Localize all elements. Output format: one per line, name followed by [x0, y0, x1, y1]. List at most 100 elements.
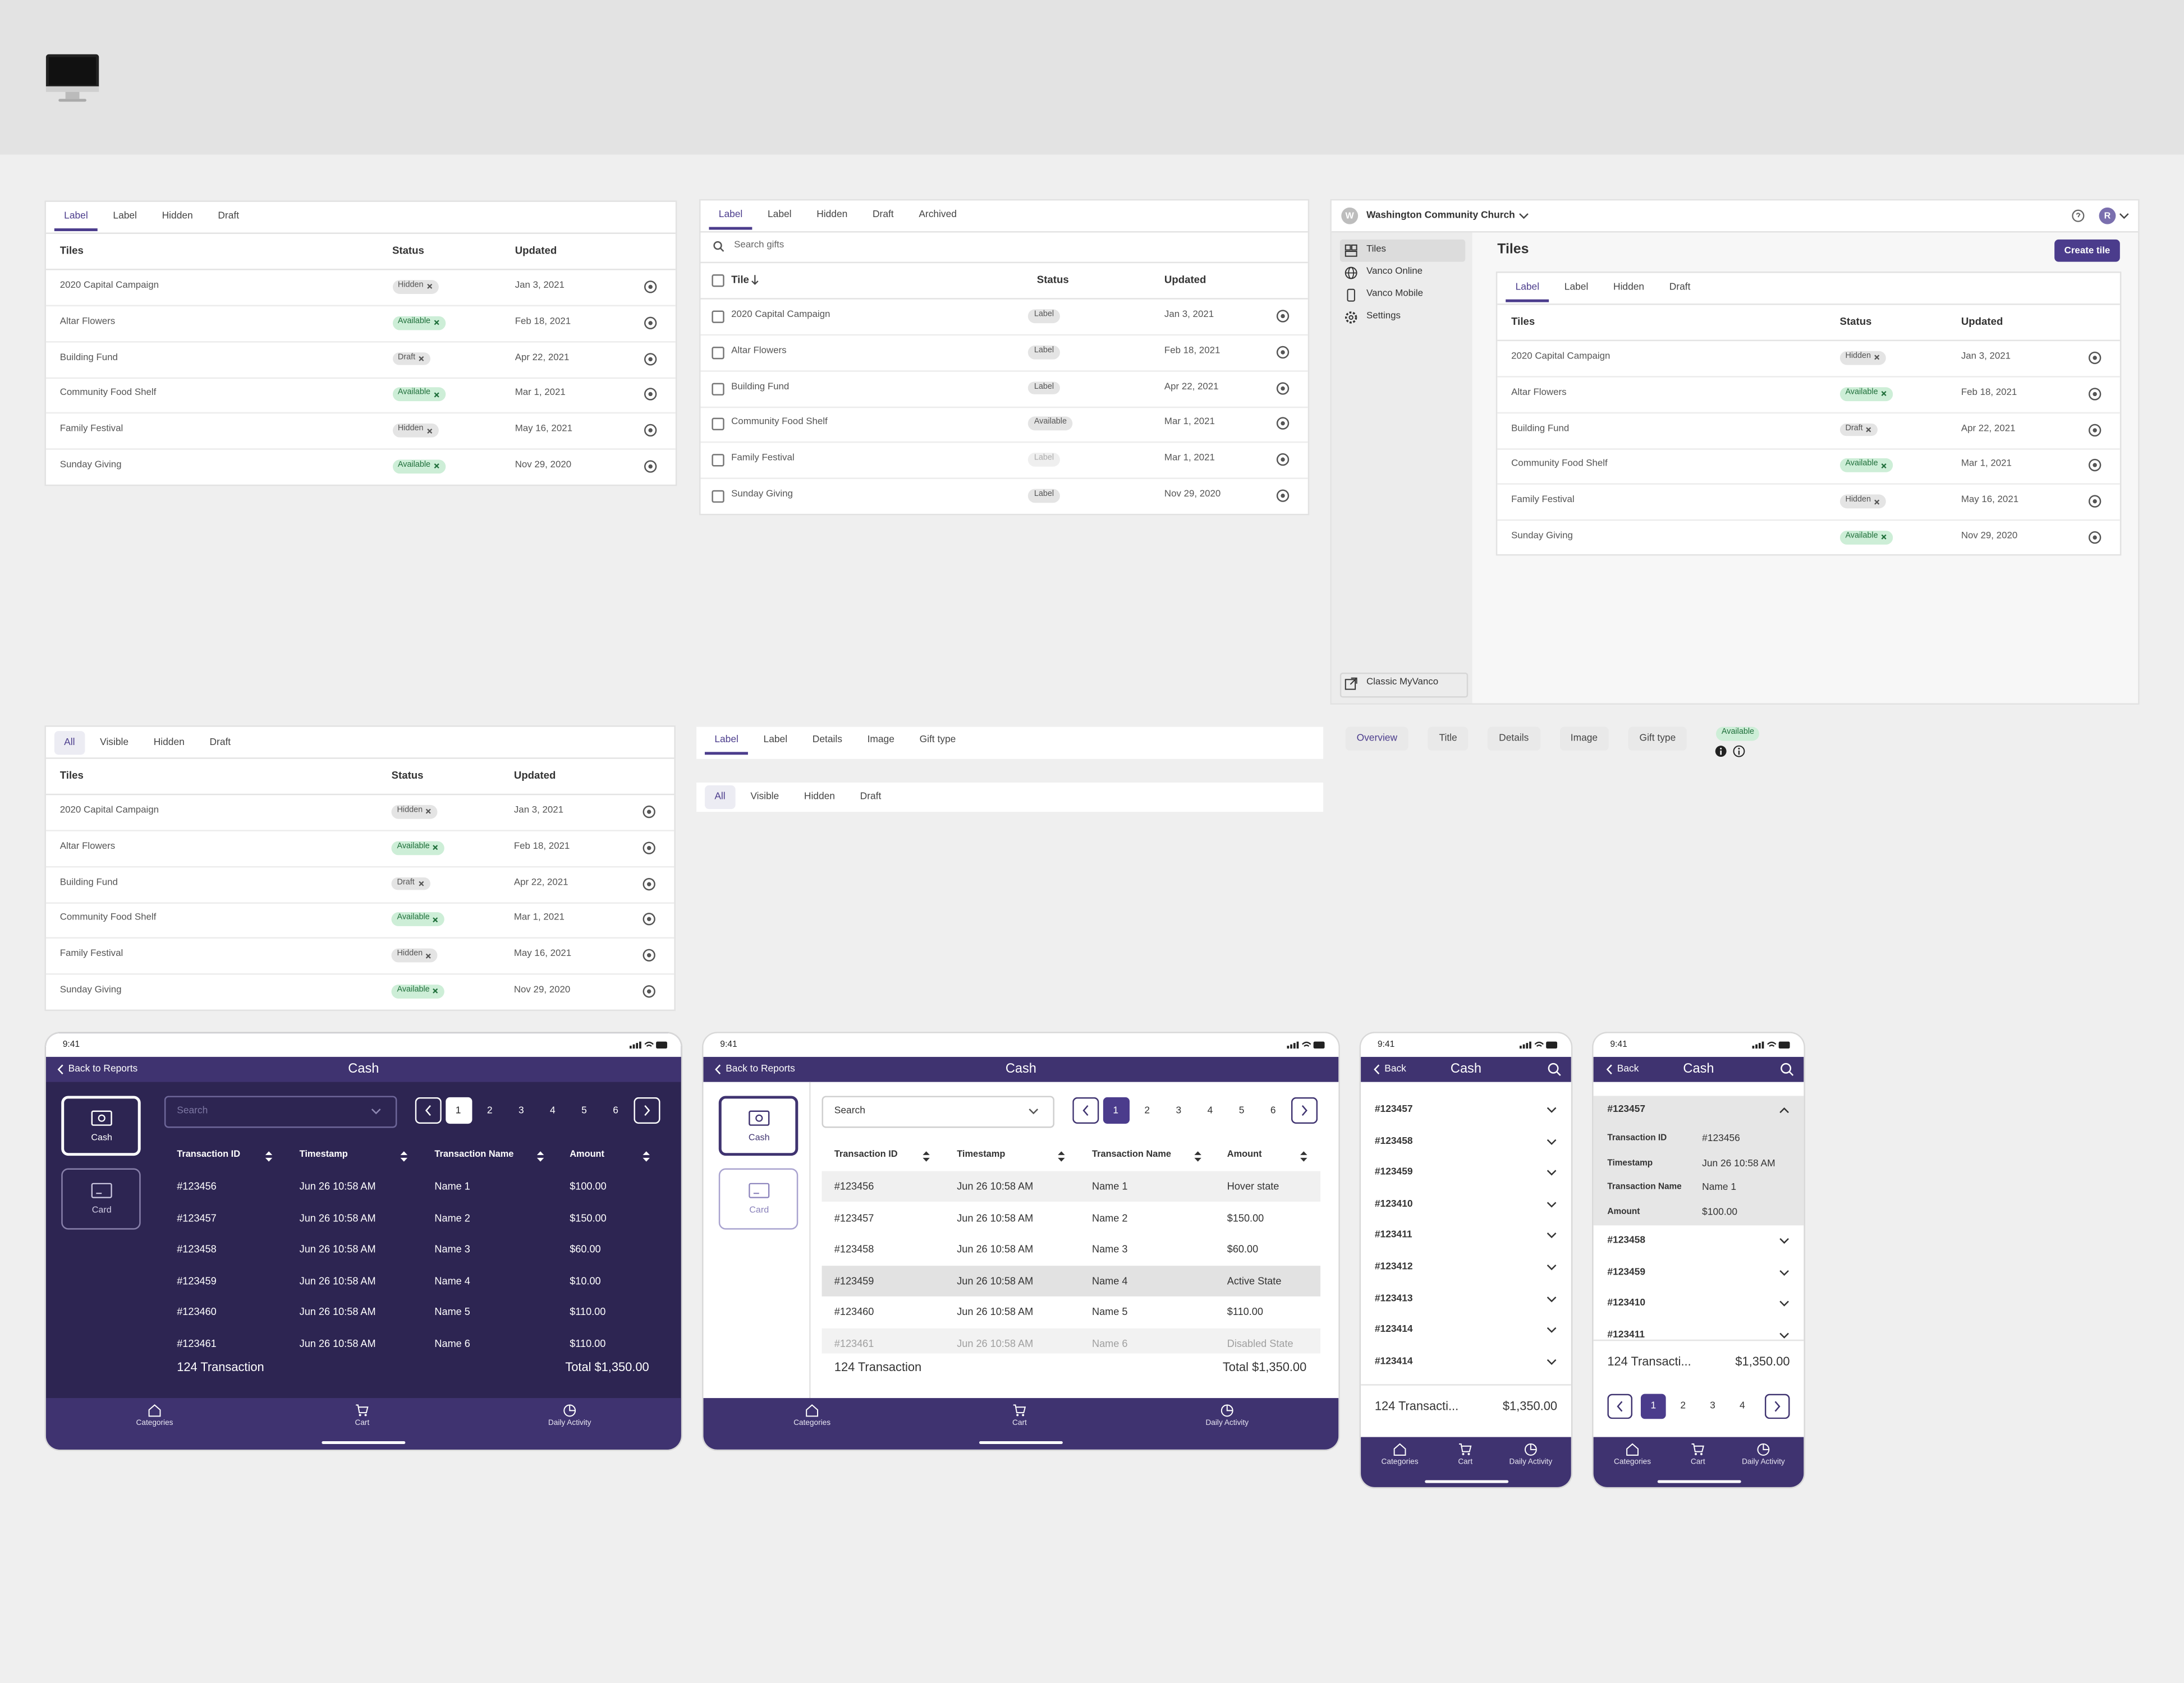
nav-icon[interactable] [1393, 1442, 1407, 1456]
page-number[interactable]: 4 [1740, 1401, 1745, 1411]
tab[interactable]: Label [1564, 282, 1589, 293]
nav-icon[interactable] [563, 1404, 577, 1418]
row-action-icon[interactable] [642, 841, 656, 855]
page-number[interactable]: 4 [1207, 1106, 1213, 1116]
nav-label[interactable]: Daily Activity [1205, 1419, 1249, 1428]
page-number[interactable]: 5 [581, 1106, 587, 1116]
row-action-icon[interactable] [642, 985, 656, 999]
nav-icon[interactable] [1013, 1404, 1027, 1418]
tab[interactable]: Image [1559, 726, 1609, 751]
row-action-icon[interactable] [644, 388, 658, 402]
tab[interactable]: Gift type [919, 735, 956, 745]
checkbox[interactable] [712, 490, 724, 503]
footer-link[interactable]: Classic MyVanco [1366, 677, 1439, 688]
nav-icon[interactable] [805, 1404, 819, 1418]
back-icon[interactable] [1373, 1064, 1380, 1075]
nav-icon[interactable] [1458, 1442, 1472, 1456]
badge-remove[interactable] [433, 844, 439, 851]
row-action-icon[interactable] [2088, 423, 2102, 437]
page-number[interactable]: 3 [1176, 1106, 1182, 1116]
page-number[interactable]: 2 [1144, 1106, 1150, 1116]
tab[interactable]: Draft [209, 738, 231, 748]
badge-remove[interactable] [1881, 534, 1888, 541]
tab[interactable]: Draft [218, 211, 240, 222]
tender-button[interactable] [718, 1096, 799, 1156]
tab[interactable]: Draft [860, 792, 882, 802]
checkbox[interactable] [712, 346, 724, 359]
row-action-icon[interactable] [644, 352, 658, 366]
row-action-icon[interactable] [1276, 417, 1290, 431]
badge-remove[interactable] [433, 319, 440, 326]
list-item[interactable]: #123410 [1607, 1299, 1646, 1309]
badge-remove[interactable] [418, 355, 425, 362]
row-action-icon[interactable] [1276, 381, 1290, 395]
nav-icon[interactable] [1626, 1442, 1640, 1456]
tab[interactable]: Hidden [153, 738, 185, 748]
tab[interactable]: All [704, 785, 736, 810]
nav-label[interactable]: Cart [1012, 1419, 1027, 1428]
page-nav-button[interactable] [634, 1097, 660, 1124]
badge-remove[interactable] [426, 283, 433, 290]
tab[interactable]: Draft [1669, 282, 1691, 293]
nav-item[interactable]: Settings [1366, 311, 1401, 321]
row-action-icon[interactable] [642, 877, 656, 891]
badge-remove[interactable] [417, 880, 424, 887]
badge-remove[interactable] [1881, 390, 1888, 397]
badge-remove[interactable] [425, 808, 432, 815]
list-item[interactable]: #123413 [1374, 1294, 1413, 1304]
tab[interactable]: Archived [919, 210, 957, 220]
nav-label[interactable]: Cart [1690, 1458, 1705, 1467]
back-icon[interactable] [57, 1064, 64, 1075]
org-switcher[interactable]: Washington Community Church [1366, 211, 1515, 221]
nav-label[interactable]: Categories [793, 1419, 831, 1428]
row-action-icon[interactable] [2088, 387, 2102, 401]
row-action-icon[interactable] [1276, 453, 1290, 467]
page-nav-button[interactable] [1072, 1097, 1099, 1124]
page-nav-button[interactable] [1764, 1394, 1790, 1419]
nav-label[interactable]: Categories [136, 1419, 173, 1428]
badge-remove[interactable] [433, 391, 440, 398]
page-nav-button[interactable] [415, 1097, 442, 1124]
page-number[interactable]: 3 [1710, 1401, 1715, 1411]
page-nav-button[interactable] [1607, 1394, 1633, 1419]
back-link[interactable]: Back to Reports [68, 1064, 138, 1074]
tab[interactable]: Label [763, 735, 788, 745]
tab[interactable]: Hidden [162, 211, 193, 222]
badge-remove[interactable] [1874, 355, 1880, 361]
search-select[interactable] [822, 1096, 1054, 1128]
badge-remove[interactable] [433, 463, 440, 470]
page-number[interactable]: 6 [1270, 1106, 1276, 1116]
row-action-icon[interactable] [2088, 351, 2102, 365]
page-number[interactable]: 3 [518, 1106, 524, 1116]
primary-button[interactable]: Create tile [2054, 239, 2120, 262]
row-action-icon[interactable] [2088, 495, 2102, 509]
sort-icon[interactable] [400, 1150, 408, 1162]
page-number[interactable]: 4 [550, 1106, 556, 1116]
tab[interactable]: Visible [750, 792, 779, 802]
page-number[interactable]: 1 [455, 1106, 461, 1116]
row-action-icon[interactable] [644, 280, 658, 294]
checkbox[interactable] [712, 310, 724, 323]
back-icon[interactable] [714, 1064, 721, 1075]
tab[interactable]: Label [1506, 275, 1549, 302]
back-link[interactable]: Back to Reports [726, 1064, 795, 1074]
list-item[interactable]: #123414 [1374, 1325, 1413, 1335]
row-action-icon[interactable] [644, 424, 658, 438]
back-link[interactable]: Back [1384, 1064, 1406, 1074]
tab[interactable]: Details [812, 735, 842, 745]
nav-item[interactable]: Tiles [1366, 244, 1387, 255]
tab[interactable]: Gift type [1628, 726, 1687, 751]
nav-icon[interactable] [1220, 1404, 1234, 1418]
sort-icon[interactable] [536, 1150, 545, 1162]
sort-icon[interactable] [642, 1150, 650, 1162]
tab[interactable]: Hidden [1613, 282, 1645, 293]
badge-remove[interactable] [426, 427, 433, 434]
list-item[interactable]: #123459 [1374, 1167, 1413, 1178]
tender-button[interactable] [61, 1096, 141, 1156]
sort-icon[interactable] [1194, 1150, 1202, 1162]
user-avatar[interactable]: R [2099, 207, 2116, 224]
list-item[interactable]: #123411 [1374, 1230, 1412, 1241]
list-item[interactable]: #123412 [1374, 1262, 1413, 1272]
list-item[interactable]: #123414 [1374, 1356, 1413, 1367]
page-number[interactable]: 1 [1650, 1401, 1657, 1411]
